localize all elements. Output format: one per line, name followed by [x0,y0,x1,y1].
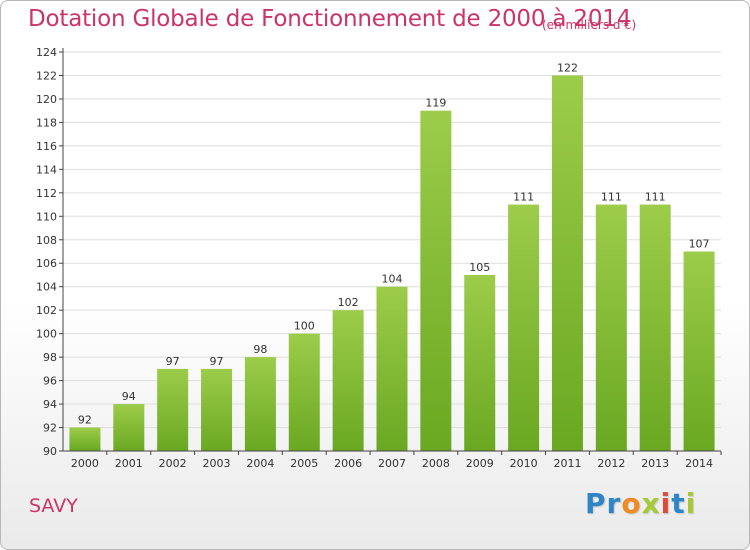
x-tick-label: 2009 [466,457,494,470]
x-tick-label: 2002 [159,457,187,470]
data-label: 100 [294,320,315,333]
data-label: 98 [253,343,267,356]
x-tick-label: 2011 [553,457,581,470]
logo-letter: i [685,487,697,520]
commune-name: SAVY [29,495,78,517]
logo-letter: t [671,487,686,520]
chart-title: Dotation Globale de Fonctionnement de 20… [28,6,632,32]
data-label: 97 [166,355,180,368]
bar [420,110,452,452]
labels: 90 92 94 96 98 100 102 104 106 108 110 112 114 116 118… [36,46,713,470]
proxiti-logo: Proxiti [585,487,696,520]
x-tick-label: 2007 [378,457,406,470]
bar [113,404,145,451]
x-tick-label: 2005 [290,457,318,470]
y-tick-label: 94 [43,398,57,411]
bar [595,204,627,451]
y-tick-label: 106 [36,257,57,270]
chart-subtitle: (en milliers d'€) [542,18,637,32]
x-tick-label: 2006 [334,457,362,470]
bar [639,204,671,451]
axes [59,48,722,455]
x-tick-label: 2001 [115,457,143,470]
y-tick-label: 96 [43,375,57,388]
y-tick-label: 102 [36,304,57,317]
bar [157,368,189,451]
x-tick-label: 2003 [203,457,231,470]
logo-letter: x [641,487,661,520]
x-tick-label: 2010 [510,457,538,470]
bar [244,357,276,451]
x-tick-label: 2000 [71,457,99,470]
logo-letter: r [606,487,622,520]
y-tick-label: 108 [36,234,57,247]
data-label: 111 [513,191,534,204]
data-label: 102 [338,296,359,309]
data-label: 104 [382,273,403,286]
y-tick-label: 110 [36,210,57,223]
y-tick-label: 116 [36,140,57,153]
y-tick-label: 98 [43,351,57,364]
data-label: 111 [645,191,666,204]
x-tick-label: 2014 [685,457,713,470]
data-label: 94 [122,390,136,403]
y-tick-label: 114 [36,163,57,176]
bar [69,427,101,451]
x-tick-label: 2004 [246,457,274,470]
y-tick-label: 124 [36,46,57,59]
bar [508,204,540,451]
y-tick-label: 100 [36,328,57,341]
y-tick-label: 104 [36,281,57,294]
y-tick-label: 112 [36,187,57,200]
y-tick-label: 118 [36,116,57,129]
bar [201,368,233,451]
x-tick-label: 2008 [422,457,450,470]
bar [551,75,583,452]
bars [69,75,715,452]
data-label: 92 [78,414,92,427]
y-tick-label: 120 [36,93,57,106]
bar [464,274,496,451]
bar [332,310,364,451]
data-label: 97 [210,355,224,368]
data-label: 111 [601,191,622,204]
bar [288,333,320,451]
x-tick-label: 2012 [597,457,625,470]
x-tick-label: 2013 [641,457,669,470]
bar [376,286,408,451]
logo-letter: P [585,487,607,520]
logo-letter: i [660,487,672,520]
bar [683,251,715,451]
y-tick-label: 92 [43,422,57,435]
data-label: 107 [689,238,710,251]
y-tick-label: 122 [36,69,57,82]
y-tick-label: 90 [43,445,57,458]
data-label: 119 [425,97,446,110]
data-label: 122 [557,61,578,74]
data-label: 105 [469,261,490,274]
logo-letter: o [621,487,642,520]
